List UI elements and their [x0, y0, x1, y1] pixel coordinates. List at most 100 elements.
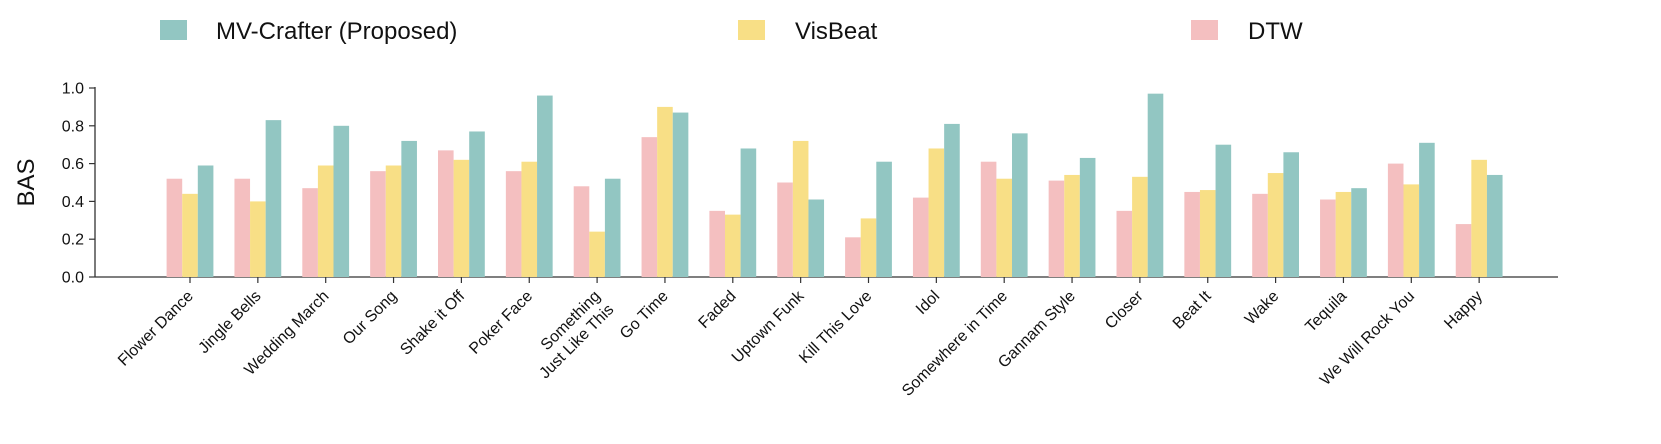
x-tick-label: SomethingJust Like This: [523, 288, 617, 382]
bar-mv-crafter-proposed: [1147, 93, 1164, 277]
category-group: [302, 125, 350, 277]
bar-mv-crafter-proposed: [333, 125, 350, 277]
bar-mv-crafter-proposed: [1419, 142, 1435, 277]
x-tick-label: Poker Face: [466, 288, 536, 358]
bar-mv-crafter-proposed: [1283, 152, 1299, 277]
bar-dtw: [912, 197, 929, 277]
bar-mv-crafter-proposed: [740, 148, 757, 277]
bar-dtw: [1455, 224, 1472, 277]
category-group: [1184, 144, 1232, 277]
x-tick-label-line: Idol: [913, 288, 943, 318]
bar-dtw: [370, 171, 386, 277]
x-tick-label: Go Time: [617, 288, 672, 343]
legend-item: MV-Crafter (Proposed): [160, 18, 457, 45]
bar-visbeat: [725, 214, 741, 277]
x-tick-label-line: Poker Face: [466, 288, 536, 358]
y-tick-label: 0.6: [62, 156, 84, 173]
x-tick-label-line: Beat It: [1170, 287, 1215, 332]
x-tick-label-line: Happy: [1441, 288, 1486, 333]
bar-mv-crafter-proposed: [944, 123, 960, 277]
bar-dtw: [573, 186, 590, 277]
bar-visbeat: [385, 165, 402, 277]
bar-mv-crafter-proposed: [469, 131, 485, 277]
legend-label: MV-Crafter (Proposed): [216, 18, 457, 45]
bar-dtw: [1048, 180, 1065, 277]
bar-visbeat: [1064, 174, 1080, 277]
bar-mv-crafter-proposed: [1215, 144, 1232, 277]
bar-dtw: [166, 178, 183, 277]
x-tick-label: Closer: [1102, 287, 1147, 332]
bar-mv-crafter-proposed: [265, 120, 282, 277]
category-group: [777, 140, 825, 277]
bar-visbeat: [860, 218, 877, 277]
bar-mv-crafter-proposed: [197, 165, 214, 277]
bar-dtw: [641, 137, 658, 277]
bar-visbeat: [1132, 176, 1148, 277]
legend-item: VisBeat: [738, 18, 878, 45]
legend-item: DTW: [1191, 18, 1303, 45]
legend: MV-Crafter (Proposed) VisBeat DTW: [160, 18, 1303, 45]
y-tick-labels: 0.0 0.2 0.4 0.6 0.8 1.0: [62, 81, 95, 287]
bar-dtw: [1184, 191, 1200, 277]
y-axis-label: BAS: [13, 158, 40, 206]
y-tick-label: 0.4: [62, 194, 84, 211]
x-tick-label: Kill This Love: [796, 288, 875, 367]
bar-visbeat: [928, 148, 945, 277]
bar-visbeat: [1199, 190, 1216, 277]
category-group: [1048, 157, 1096, 277]
x-tick-label-line: Faded: [696, 288, 740, 332]
category-group: [1320, 188, 1367, 277]
legend-swatch: [1191, 20, 1218, 40]
bars: [166, 93, 1503, 278]
x-tick-label-line: Flower Dance: [115, 288, 197, 370]
legend-label: DTW: [1248, 18, 1303, 45]
bar-mv-crafter-proposed: [1486, 174, 1503, 277]
legend-swatch: [738, 20, 765, 40]
category-group: [1387, 142, 1435, 277]
x-tick-label: Happy: [1441, 288, 1486, 333]
y-tick-label: 0.2: [62, 232, 84, 249]
bar-dtw: [1252, 193, 1268, 277]
bar-dtw: [1320, 199, 1336, 277]
bar-visbeat: [792, 140, 809, 277]
category-group: [370, 140, 417, 277]
bar-dtw: [709, 210, 725, 277]
x-tick-label: Our Song: [340, 288, 400, 348]
bar-dtw: [777, 182, 793, 277]
bar-visbeat: [250, 201, 266, 277]
y-tick-label: 1.0: [62, 81, 84, 98]
bar-visbeat: [996, 178, 1012, 277]
x-tick-label-line: Our Song: [340, 288, 400, 348]
category-group: [1455, 159, 1503, 277]
x-tick-label: Wake: [1242, 288, 1283, 329]
x-tick-label: Idol: [913, 288, 943, 318]
x-tick-label-line: Kill This Love: [796, 288, 875, 367]
bar-visbeat: [1335, 191, 1352, 277]
category-group: [709, 148, 757, 277]
y-tick-label: 0.8: [62, 118, 84, 135]
x-tick-label-line: Shake it Off: [397, 287, 468, 358]
category-group: [234, 120, 282, 277]
bar-visbeat: [1267, 173, 1284, 277]
x-tick-label: Jingle Bells: [195, 288, 264, 357]
bar-mv-crafter-proposed: [672, 112, 689, 277]
bar-visbeat: [182, 193, 198, 277]
bar-visbeat: [657, 106, 673, 278]
bar-visbeat: [589, 231, 605, 277]
x-tick-label-line: Wake: [1242, 288, 1283, 329]
x-tick-label: Beat It: [1170, 287, 1215, 332]
x-tick-label-line: Jingle Bells: [195, 288, 264, 357]
x-tick-label-line: Closer: [1102, 287, 1147, 332]
bar-mv-crafter-proposed: [1012, 133, 1028, 277]
category-group: [980, 133, 1028, 277]
bar-mv-crafter-proposed: [808, 199, 825, 277]
category-group: [641, 106, 689, 278]
bar-mv-crafter-proposed: [1351, 188, 1367, 277]
bar-dtw: [845, 237, 861, 277]
bar-dtw: [505, 171, 522, 277]
bar-visbeat: [1471, 159, 1487, 277]
bar-visbeat: [1403, 184, 1420, 277]
